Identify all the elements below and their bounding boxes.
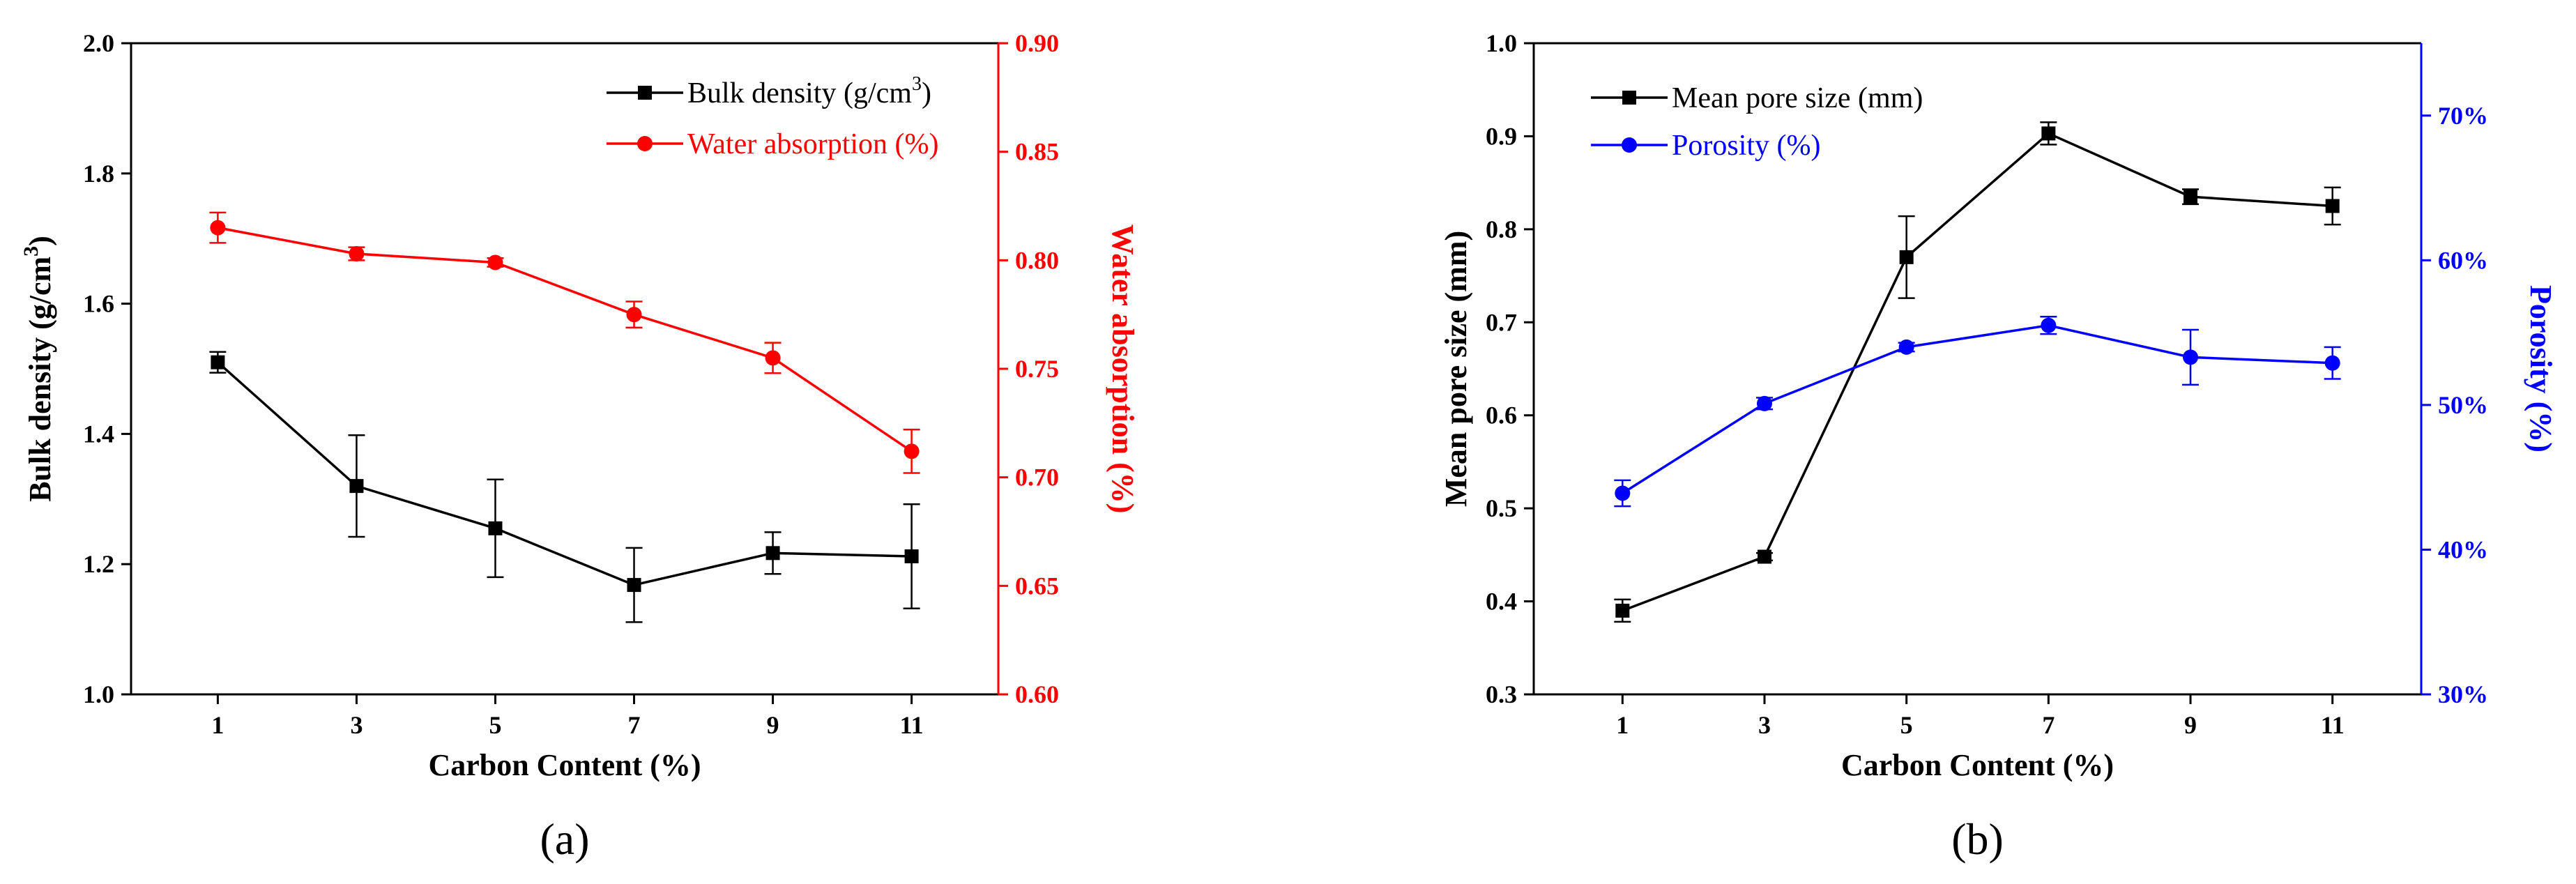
x-tick-label: 3	[350, 711, 363, 739]
left-y-tick-label: 0.8	[1486, 215, 1517, 243]
left-y-tick-label: 1.2	[83, 550, 114, 578]
legend-label: Water absorption (%)	[687, 128, 939, 160]
x-tick-label: 7	[2042, 711, 2055, 739]
right-y-tick-label: 0.60	[1015, 680, 1059, 708]
x-tick-label: 11	[2321, 711, 2345, 739]
data-point	[487, 254, 503, 270]
data-point	[626, 307, 642, 323]
left-y-axis-title-close: )	[23, 236, 57, 246]
data-point	[1756, 395, 1772, 411]
left-y-tick-label: 1.0	[83, 680, 114, 708]
right-y-tick-label: 0.85	[1015, 138, 1059, 166]
right-y-tick-label: 60%	[2438, 246, 2488, 274]
x-tick-label: 9	[2184, 711, 2197, 739]
right-y-tick-label: 30%	[2438, 680, 2488, 708]
left-y-tick-label: 0.5	[1486, 494, 1517, 522]
data-point	[1615, 603, 1630, 618]
left-y-axis-title-text: Mean pore size (mm)	[1439, 231, 1473, 507]
data-point	[904, 549, 919, 563]
data-point	[210, 220, 226, 236]
x-tick-label: 3	[1758, 711, 1771, 739]
legend-marker	[1622, 91, 1636, 105]
panel-label: (a)	[540, 814, 589, 864]
left-y-tick-label: 1.4	[83, 420, 114, 448]
legend-marker	[637, 136, 653, 151]
data-point	[1898, 339, 1914, 355]
panel-label: (b)	[1951, 814, 2004, 864]
right-y-tick-label: 0.70	[1015, 464, 1059, 491]
data-point	[211, 355, 225, 369]
left-y-tick-label: 2.0	[83, 29, 114, 57]
chart-panel-a: 1 3 5 7 9 11 1.0 1.2 1.4 1.6 1.8 2.0 0.60 0.65 0.70 0.7…	[20, 29, 1140, 864]
series-line	[218, 226, 913, 452]
right-y-axis-title: Water absorption (%)	[1106, 224, 1140, 514]
right-y-tick-label: 70%	[2438, 102, 2488, 130]
data-point	[2325, 199, 2340, 213]
series-line	[1622, 132, 2333, 612]
data-point	[904, 443, 920, 459]
x-tick-label: 1	[1616, 711, 1629, 739]
left-y-tick-label: 0.3	[1486, 680, 1517, 708]
legend-label-text: Porosity (%)	[1672, 130, 1821, 162]
x-tick-label: 5	[489, 711, 501, 739]
legend-label-close: )	[922, 77, 931, 109]
data-point	[2041, 317, 2057, 333]
legend-marker	[1622, 137, 1637, 153]
data-point	[2324, 355, 2340, 371]
right-y-tick-label: 50%	[2438, 391, 2488, 419]
left-y-tick-label: 0.7	[1486, 308, 1517, 336]
series-line	[1622, 323, 2333, 494]
x-tick-label: 1	[211, 711, 224, 739]
data-point	[765, 546, 780, 561]
legend-label: Mean pore size (mm)	[1672, 82, 1923, 114]
x-tick-label: 11	[900, 711, 924, 739]
data-point	[627, 578, 641, 593]
right-y-axis-title: Porosity (%)	[2524, 285, 2558, 452]
left-y-tick-label: 0.6	[1486, 402, 1517, 429]
left-y-tick-label: 1.8	[83, 160, 114, 188]
legend-label: Bulk density (g/cm3)	[687, 73, 931, 109]
left-y-axis-title-superscript: 3	[20, 246, 43, 257]
right-y-tick-label: 0.75	[1015, 355, 1059, 383]
x-tick-label: 9	[767, 711, 779, 739]
right-y-tick-label: 0.90	[1015, 29, 1059, 57]
legend-label-text: Water absorption (%)	[687, 128, 939, 160]
data-point	[349, 245, 365, 261]
legend-marker	[638, 86, 652, 100]
left-y-tick-label: 0.4	[1486, 588, 1517, 616]
data-point	[2183, 349, 2199, 365]
data-point	[2041, 126, 2056, 141]
data-point	[1615, 485, 1631, 501]
legend-label-superscript: 3	[912, 73, 922, 95]
left-y-axis-title-text: Bulk density (g/cm	[23, 257, 57, 502]
left-y-axis-title: Bulk density (g/cm3)	[20, 236, 57, 502]
right-y-tick-label: 0.80	[1015, 246, 1059, 274]
right-y-tick-label: 40%	[2438, 535, 2488, 563]
chart-panel-b: 1 3 5 7 9 11 0.3 0.4 0.5 0.6 0.7 0.8 0.9 1.0 30% 40% 50%…	[1439, 29, 2558, 864]
legend-label: Porosity (%)	[1672, 130, 1821, 162]
data-point	[349, 479, 364, 494]
data-point	[1899, 250, 1914, 264]
left-y-tick-label: 0.9	[1486, 122, 1517, 150]
right-y-tick-label: 0.65	[1015, 572, 1059, 600]
data-point	[1757, 549, 1771, 564]
x-axis-title: Carbon Content (%)	[1841, 748, 2114, 782]
left-y-tick-label: 1.0	[1486, 29, 1517, 57]
x-axis-title: Carbon Content (%)	[428, 748, 701, 782]
left-y-tick-label: 1.6	[83, 290, 114, 318]
left-y-axis-title: Mean pore size (mm)	[1439, 231, 1473, 507]
data-point	[2183, 190, 2198, 204]
x-tick-label: 7	[628, 711, 641, 739]
legend-label-text: Mean pore size (mm)	[1672, 82, 1923, 114]
series-line	[217, 361, 912, 586]
legend-label-text: Bulk density (g/cm	[687, 77, 912, 109]
x-tick-label: 5	[1900, 711, 1913, 739]
data-point	[765, 350, 781, 366]
data-point	[488, 521, 503, 535]
